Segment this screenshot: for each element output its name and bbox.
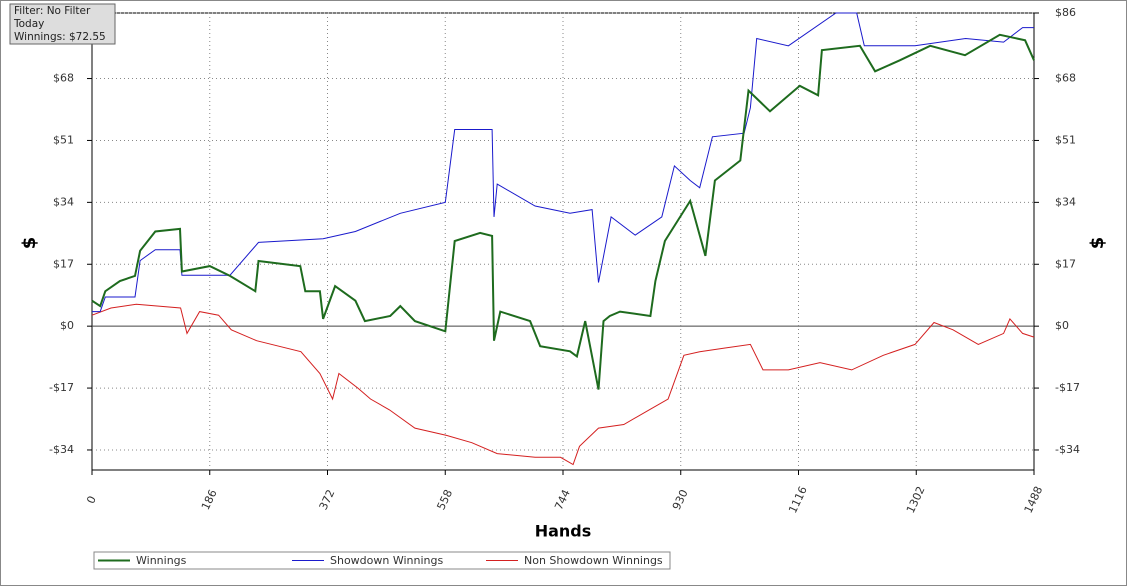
y-tick-label: $51	[53, 133, 74, 146]
y-tick-label: $0	[60, 319, 74, 332]
y2-tick-label: $68	[1055, 72, 1076, 85]
y2-tick-label: $34	[1055, 195, 1076, 208]
y-tick-label: $68	[53, 72, 74, 85]
filter-line: Filter: No Filter	[14, 5, 91, 17]
y2-tick-label: $51	[1055, 133, 1076, 146]
y2-tick-label: $17	[1055, 257, 1076, 270]
y-tick-label: -$17	[49, 381, 74, 394]
y2-tick-label: $86	[1055, 6, 1076, 19]
x-tick-label: 0	[84, 494, 99, 506]
y-tick-label: $34	[53, 195, 74, 208]
series-line	[91, 33, 1035, 390]
y2-axis-label: $	[1087, 237, 1108, 250]
legend-label: Showdown Winnings	[330, 554, 444, 567]
filter-box	[9, 3, 116, 45]
x-axis-label: Hands	[535, 522, 592, 541]
legend-label: Non Showdown Winnings	[524, 554, 663, 567]
y-tick-label: -$34	[49, 443, 74, 456]
series-line	[91, 303, 1035, 466]
y-axis-label: $	[19, 237, 40, 250]
y2-tick-label: -$34	[1055, 443, 1080, 456]
y-tick-label: $17	[53, 257, 74, 270]
filter-line: Winnings: $72.55	[14, 31, 106, 43]
legend	[93, 551, 671, 570]
legend-label: Winnings	[136, 554, 187, 567]
y2-tick-label: -$17	[1055, 381, 1080, 394]
y2-tick-label: $0	[1055, 319, 1069, 332]
filter-line: Today	[13, 18, 44, 30]
